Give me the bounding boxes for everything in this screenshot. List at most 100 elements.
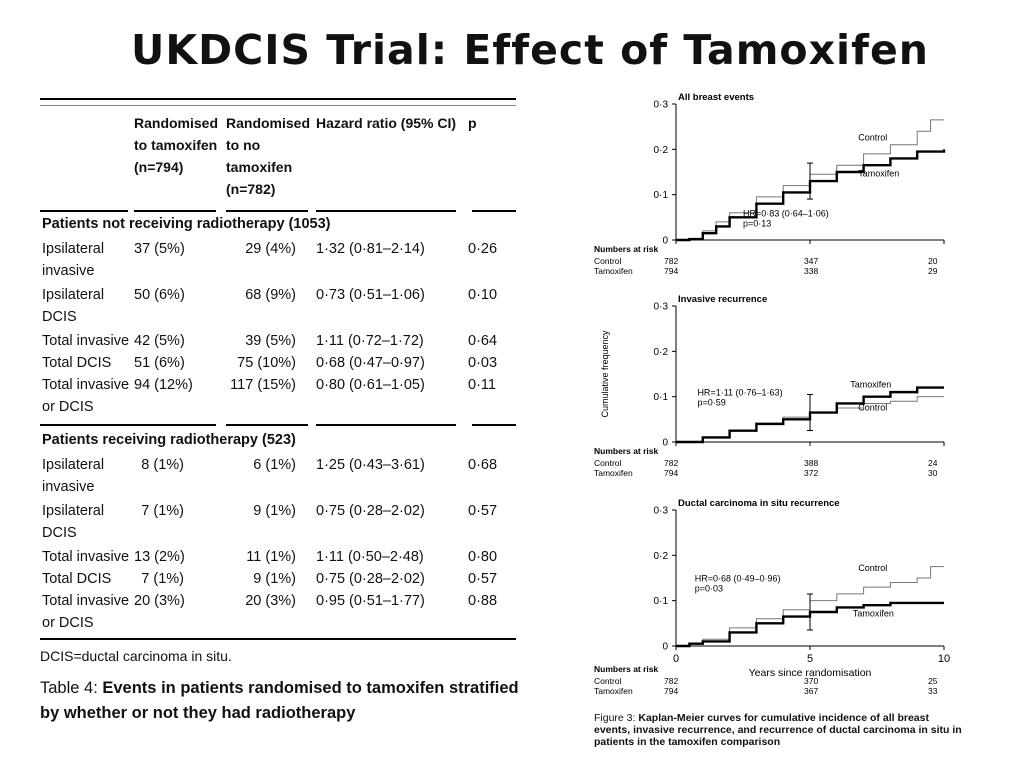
y-tick-label: 0·2 — [654, 551, 669, 562]
p-value-label: p=0·03 — [695, 584, 723, 594]
row-label: Total invasive — [42, 549, 130, 565]
y-tick-label: 0·2 — [654, 347, 669, 358]
cell-hazard-ratio: 0·73 (0·51–1·06) — [316, 287, 425, 303]
risk-group-label: Tamoxifen — [594, 468, 633, 478]
slide-title: UKDCIS Trial: Effect of Tamoxifen — [131, 26, 929, 74]
x-tick-label: 0 — [673, 653, 679, 665]
risk-group-label: Tamoxifen — [594, 266, 633, 276]
cell-tamoxifen: 94 (12%) — [134, 377, 193, 393]
table-caption: Table 4: Events in patients randomised t… — [40, 676, 520, 726]
cell-tamoxifen: 50 (6%) — [134, 287, 185, 303]
header-no-tamoxifen: Randomised to no tamoxifen (n=782) — [226, 115, 311, 197]
series-line-tamoxifen — [676, 601, 944, 648]
cell-hazard-ratio: 0·95 (0·51–1·77) — [316, 593, 425, 609]
row-label: Ipsilateral DCIS — [42, 503, 105, 541]
x-tick-label: 5 — [807, 653, 813, 665]
risk-count: 347 — [804, 256, 818, 266]
risk-group-label: Tamoxifen — [594, 686, 633, 696]
risk-count: 794 — [664, 266, 678, 276]
p-value-label: p=0·13 — [743, 218, 771, 228]
risk-heading: Numbers at risk — [594, 664, 659, 674]
header-p: p — [468, 115, 477, 131]
y-tick-label: 0 — [662, 642, 668, 653]
risk-count: 20 — [928, 256, 938, 266]
cell-hazard-ratio: 1·11 (0·72–1·72) — [316, 333, 424, 349]
risk-group-label: Control — [594, 676, 622, 686]
risk-count: 782 — [664, 676, 678, 686]
y-tick-label: 0 — [662, 438, 668, 449]
series-label-tamoxifen: Tamoxifen — [853, 609, 894, 619]
cell-hazard-ratio: 0·68 (0·47–0·97) — [316, 355, 425, 371]
cell-no-tamoxifen: 20 (3%) — [245, 593, 296, 609]
risk-heading: Numbers at risk — [594, 446, 659, 456]
cell-no-tamoxifen: 75 (10%) — [237, 355, 296, 371]
risk-group-label: Control — [594, 256, 622, 266]
row-label: Ipsilateral DCIS — [42, 287, 105, 325]
x-axis-label: Years since randomisation — [749, 667, 872, 679]
risk-group-label: Control — [594, 458, 622, 468]
risk-count: 794 — [664, 468, 678, 478]
risk-count: 372 — [804, 468, 818, 478]
cell-p: 0·03 — [468, 355, 498, 371]
col-rule — [472, 424, 516, 426]
risk-count: 338 — [804, 266, 818, 276]
cell-hazard-ratio: 0·75 (0·28–2·02) — [316, 571, 425, 587]
cell-tamoxifen: 7 (1%) — [141, 503, 184, 519]
section-heading-radiotherapy: Patients receiving radiotherapy (523) — [42, 432, 296, 448]
cell-tamoxifen: 42 (5%) — [134, 333, 185, 349]
cell-p: 0·11 — [468, 377, 496, 393]
cell-tamoxifen: 8 (1%) — [141, 457, 184, 473]
series-line-control — [676, 119, 944, 241]
table-footnote: DCIS=ductal carcinoma in situ. — [40, 648, 232, 664]
table-caption-text: Events in patients randomised to tamoxif… — [40, 679, 519, 722]
kaplan-meier-figure: 0 0·1 0·2 0·3 All breast events Control Tamoxi… — [586, 84, 966, 764]
figure-caption-label: Figure 3: — [594, 712, 639, 724]
series-label-control: Control — [858, 132, 887, 142]
col-rule — [134, 210, 216, 212]
y-tick-label: 0·1 — [654, 392, 669, 403]
x-tick-label: 10 — [938, 653, 950, 665]
row-label: Total DCIS — [42, 571, 112, 587]
cell-p: 0·26 — [468, 241, 498, 257]
risk-count: 782 — [664, 458, 678, 468]
cell-hazard-ratio: 1·11 (0·50–2·48) — [316, 549, 424, 565]
hazard-ratio-label: HR=1·11 (0·76–1·63) — [697, 388, 782, 398]
panel-title: Ductal carcinoma in situ recurrence — [678, 498, 840, 509]
table-top-rule — [40, 98, 516, 100]
y-tick-label: 0 — [662, 236, 668, 247]
risk-count: 25 — [928, 676, 938, 686]
cell-no-tamoxifen: 9 (1%) — [253, 503, 296, 519]
cell-hazard-ratio: 1·25 (0·43–3·61) — [316, 457, 425, 473]
risk-count: 29 — [928, 266, 938, 276]
y-tick-label: 0·3 — [654, 506, 669, 517]
hazard-ratio-label: HR=0·68 (0·49–0·96) — [695, 574, 781, 584]
cell-no-tamoxifen: 68 (9%) — [245, 287, 296, 303]
section-heading-no-radiotherapy: Patients not receiving radiotherapy (105… — [42, 216, 331, 232]
table-bottom-rule — [40, 638, 516, 640]
risk-count: 388 — [804, 458, 818, 468]
hazard-ratio-label: HR=0·83 (0·64–1·06) — [743, 208, 829, 218]
cell-hazard-ratio: 0·80 (0·61–1·05) — [316, 377, 425, 393]
risk-count: 367 — [804, 686, 818, 696]
panel-title: All breast events — [678, 92, 754, 103]
cell-p: 0·64 — [468, 333, 498, 349]
figure-caption-text: Kaplan-Meier curves for cumulative incid… — [594, 712, 962, 748]
table-caption-label: Table 4: — [40, 679, 103, 697]
cell-tamoxifen: 37 (5%) — [134, 241, 185, 257]
series-label-control: Control — [858, 563, 887, 573]
risk-count: 33 — [928, 686, 938, 696]
p-value-label: p=0·59 — [697, 398, 725, 408]
row-label: Total invasive or DCIS — [42, 593, 130, 631]
series-label-control: Control — [858, 402, 887, 412]
figure-caption: Figure 3: Kaplan-Meier curves for cumula… — [594, 712, 966, 748]
col-rule — [40, 424, 216, 426]
y-axis-label: Cumulative frequency — [600, 330, 610, 418]
y-tick-label: 0·1 — [654, 596, 669, 607]
cell-no-tamoxifen: 117 (15%) — [230, 377, 296, 393]
series-label-tamoxifen: Tamoxifen — [858, 169, 899, 179]
cell-no-tamoxifen: 29 (4%) — [245, 241, 296, 257]
cell-tamoxifen: 13 (2%) — [134, 549, 185, 565]
panel-title: Invasive recurrence — [678, 294, 767, 305]
table-top-rule-thin — [40, 105, 516, 106]
